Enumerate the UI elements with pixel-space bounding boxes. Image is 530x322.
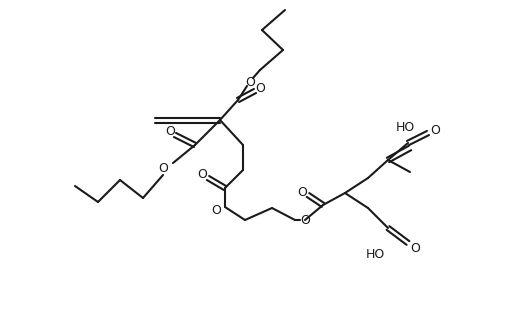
Text: O: O [165, 125, 175, 137]
Text: O: O [430, 124, 440, 137]
Text: O: O [297, 185, 307, 198]
Text: HO: HO [365, 249, 385, 261]
Text: O: O [211, 204, 221, 216]
Text: O: O [300, 213, 310, 226]
Text: O: O [158, 162, 168, 175]
Text: HO: HO [395, 120, 414, 134]
Text: O: O [255, 81, 265, 94]
Text: O: O [245, 75, 255, 89]
Text: O: O [197, 167, 207, 181]
Text: O: O [410, 242, 420, 254]
